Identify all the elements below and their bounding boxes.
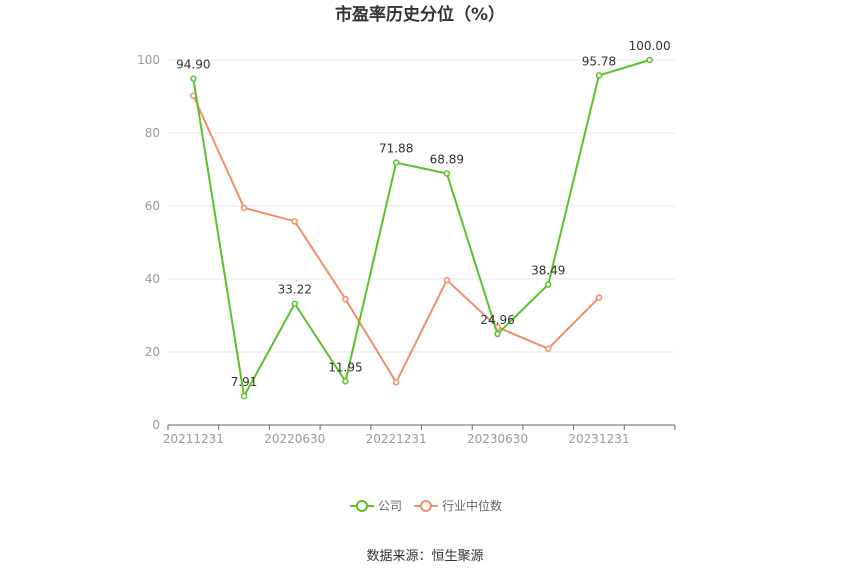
data-label: 38.49	[531, 264, 565, 278]
y-axis-ticks: 0 20 40 60 80 100	[137, 53, 160, 432]
data-point	[646, 56, 653, 64]
data-point	[443, 170, 451, 177]
x-axis: 20211231 20220630 20221231 20230630 20231231	[163, 424, 676, 446]
series-industry-median	[190, 92, 603, 386]
data-point	[240, 392, 248, 400]
data-label: 24.96	[480, 313, 514, 327]
data-point	[190, 75, 197, 82]
chart-title: 市盈率历史分位（%）	[335, 4, 505, 25]
x-tick-label: 20231231	[568, 432, 629, 446]
series-layer	[190, 56, 653, 400]
y-tick-label: 0	[152, 418, 160, 432]
y-tick-label: 100	[137, 53, 160, 67]
legend-label: 行业中位数	[442, 498, 502, 513]
data-label: 11.95	[328, 360, 362, 374]
legend-item-industry-median[interactable]: 行业中位数	[414, 498, 502, 513]
series-line	[192, 95, 600, 384]
x-tick-label: 20221231	[366, 432, 427, 446]
data-label: 100.00	[629, 39, 671, 53]
data-label: 95.78	[582, 54, 616, 68]
data-point	[392, 159, 400, 166]
legend-item-company[interactable]: 公司	[350, 499, 402, 513]
data-point	[291, 300, 298, 307]
y-tick-label: 80	[145, 126, 160, 140]
data-point	[545, 345, 552, 352]
legend-marker-icon	[356, 500, 368, 512]
data-point	[494, 330, 501, 338]
data-point	[291, 218, 298, 225]
data-point	[342, 295, 349, 303]
data-point	[595, 294, 603, 301]
data-point	[392, 379, 400, 386]
data-label: 94.90	[176, 58, 210, 72]
data-point	[240, 204, 248, 212]
source-note: 数据来源：恒生聚源	[366, 549, 483, 564]
x-tick-label: 20230630	[467, 432, 528, 446]
data-label: 33.22	[278, 283, 312, 297]
series-line	[192, 59, 650, 398]
data-point	[443, 276, 451, 284]
data-point	[342, 378, 349, 385]
data-label: 68.89	[430, 153, 464, 167]
data-label: 7.91	[231, 375, 258, 389]
x-tick-label: 20220630	[264, 432, 325, 446]
x-tick-label: 20211231	[163, 432, 224, 446]
legend-marker-icon	[420, 500, 432, 512]
series-company	[190, 56, 653, 400]
y-tick-label: 60	[145, 199, 160, 213]
legend-label: 公司	[378, 499, 402, 513]
data-labels: 94.90 7.91 33.22 11.95 71.88 68.89 24.96 38.49 9…	[176, 39, 670, 389]
data-point	[545, 281, 552, 288]
data-label: 71.88	[379, 142, 413, 156]
grid-lines	[168, 59, 675, 353]
y-tick-label: 20	[145, 345, 160, 359]
legend[interactable]: 公司 行业中位数	[350, 498, 502, 513]
data-point	[595, 72, 603, 79]
y-tick-label: 40	[145, 272, 160, 286]
